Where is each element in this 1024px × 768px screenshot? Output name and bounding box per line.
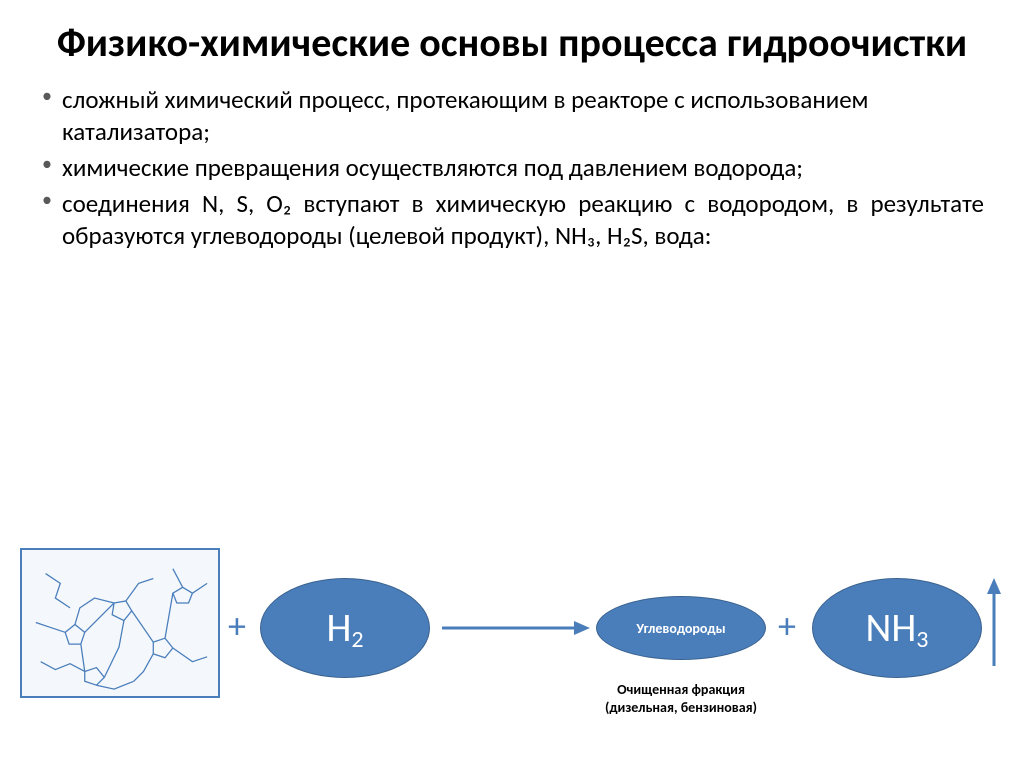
molecule-structure-icon — [26, 554, 214, 693]
arrow-right-icon — [440, 616, 590, 640]
bullet-item: сложный химический процесс, протекающим … — [40, 84, 984, 148]
bullet-item: соединения N, S, O₂ вступают в химическу… — [40, 188, 984, 252]
caption-line1: Очищенная фракция — [576, 681, 786, 699]
node-nh3-label: NH3 — [866, 603, 929, 654]
slide-title: Физико-химические основы процесса гидроо… — [40, 20, 984, 66]
node-hydrocarbons: Углеводороды — [596, 596, 766, 660]
node-h2-label: H2 — [326, 603, 363, 654]
plus-icon: + — [228, 604, 246, 648]
bullet-list: сложный химический процесс, протекающим … — [40, 84, 984, 252]
molecule-structure-box — [20, 548, 220, 698]
diagram-caption: Очищенная фракция (дизельная, бензиновая… — [576, 681, 786, 716]
node-hydrocarbons-label: Углеводороды — [636, 620, 725, 637]
bullet-item: химические превращения осуществляются по… — [40, 152, 984, 184]
slide: Физико-химические основы процесса гидроо… — [0, 0, 1024, 768]
arrow-up-icon — [984, 578, 1004, 668]
node-h2: H2 — [260, 578, 430, 678]
reaction-diagram: + H2 Углеводороды Очищенная фракция (диз… — [20, 518, 1004, 738]
plus-icon: + — [778, 604, 796, 648]
node-nh3: NH3 — [812, 578, 982, 678]
caption-line2: (дизельная, бензиновая) — [576, 699, 786, 717]
